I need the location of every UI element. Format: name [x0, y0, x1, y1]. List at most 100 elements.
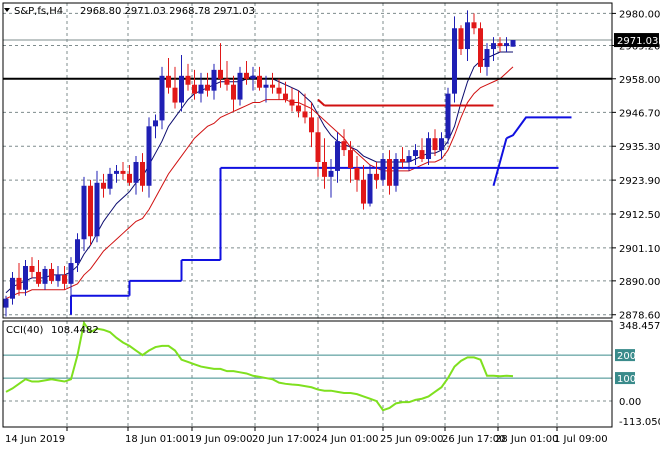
candle-body [75, 239, 80, 264]
candle-body [283, 93, 288, 100]
price-tick-label: 2923.90 [619, 176, 660, 187]
candle-body [465, 22, 470, 50]
candle-body [244, 72, 249, 79]
cci-panel-frame [2, 320, 613, 428]
candle-body [237, 72, 243, 100]
cci-header: CCI(40) 108.4482 [6, 325, 99, 336]
price-tick-label: 2878.60 [619, 311, 660, 322]
candle-body [153, 120, 158, 127]
candle-body [419, 150, 425, 160]
time-tick-label: 28 Jun 01:00 [495, 434, 559, 445]
price-tick-label: 2946.70 [619, 108, 660, 119]
candle-body [55, 274, 61, 281]
candle-body [140, 161, 145, 186]
candle-body [328, 170, 334, 177]
cci-level-badge [615, 372, 635, 385]
price-tick-label: 2935.30 [619, 142, 660, 153]
candle-body [458, 28, 464, 50]
candle-body [387, 159, 392, 186]
candle-body [367, 173, 373, 204]
cci-tick-label: -113.0508 [619, 417, 660, 428]
candle-body [146, 126, 152, 186]
slow-ma-line [5, 66, 514, 300]
candle-body [68, 263, 74, 284]
candle-body [497, 43, 503, 47]
cci-label: CCI(40) [6, 325, 44, 336]
price-tick-label: 2901.10 [619, 244, 660, 255]
cci-series [5, 320, 514, 412]
candle-body [289, 99, 295, 106]
time-tick-label: 26 Jun 17:00 [442, 434, 506, 445]
candle-body [3, 298, 9, 308]
candle-body [179, 75, 184, 103]
chart-header: S&P,fs,H4 2968.80 2971.03 2968.78 2971.0… [4, 6, 255, 17]
candle-body [36, 271, 41, 284]
candle-body [159, 75, 165, 121]
symbol-title: S&P,fs,H4 [14, 6, 63, 17]
candle-body [211, 69, 217, 91]
candle-body [406, 156, 412, 162]
candle-body [10, 277, 15, 299]
candle-body [484, 49, 490, 67]
candle-body [88, 185, 93, 237]
candle-body [192, 84, 197, 94]
cci-value: 108.4482 [51, 325, 99, 336]
candle-body [426, 138, 431, 160]
candle-body [120, 170, 126, 174]
candle-body [413, 150, 418, 157]
candle-body [276, 87, 282, 94]
candle-body [205, 84, 210, 91]
time-tick-label: 18 Jun 01:00 [125, 434, 189, 445]
candlestick-series [3, 10, 516, 317]
candle-body [335, 141, 340, 171]
price-tick-label: 2958.00 [619, 75, 660, 86]
candle-body [263, 84, 269, 88]
time-tick-label: 19 Jun 09:00 [189, 434, 253, 445]
price-axis-labels: 2980.002969.202958.002946.702935.302923.… [612, 9, 660, 322]
candle-body [185, 75, 191, 85]
candle-body [81, 185, 87, 240]
main-overlays [3, 51, 612, 315]
candle-body [166, 75, 171, 88]
current-price-label: 2971.03 [617, 36, 658, 47]
candle-body [504, 43, 509, 47]
candle-body [250, 75, 256, 79]
cci-level-badge [615, 349, 635, 362]
candle-body [348, 150, 353, 168]
dropdown-triangle-icon[interactable] [4, 8, 10, 12]
time-axis-labels: 14 Jun 2019 18 Jun 01:00 19 Jun 09:00 20 Ju… [5, 427, 608, 445]
candle-body [270, 84, 275, 88]
candle-body [400, 159, 405, 162]
candle-body [302, 111, 308, 118]
candle-body [374, 173, 379, 180]
cci-tick-label: 348.4574 [619, 321, 660, 332]
candle-body [218, 69, 223, 79]
candle-body [101, 182, 106, 189]
candle-body [471, 22, 477, 29]
cci-level-label: 200 [617, 351, 636, 362]
price-tick-label: 2890.00 [619, 277, 660, 288]
cci-panel-grid [3, 321, 612, 427]
candle-body [42, 268, 48, 284]
candle-body [309, 117, 314, 133]
price-tick-label: 2980.00 [619, 9, 660, 20]
candle-body [127, 173, 132, 183]
time-tick-label: 25 Jun 09:00 [380, 434, 444, 445]
candle-body [491, 43, 496, 50]
candle-body [445, 93, 451, 139]
price-tick-label: 2912.50 [619, 210, 660, 221]
candle-body [62, 274, 67, 284]
cci-tick-label: 0.00 [619, 397, 641, 408]
cci-level-label: 100 [617, 374, 636, 385]
candle-body [315, 132, 321, 162]
candle-body [510, 40, 516, 47]
time-tick-label: 1 Jul 09:00 [554, 434, 608, 445]
candle-body [393, 159, 399, 186]
cci-axis-labels: 348.4574 200 100 0.00 -113.0508 [615, 321, 660, 428]
candle-body [296, 105, 301, 112]
trend-segment-a [492, 137, 508, 187]
candle-body [361, 179, 366, 204]
time-tick-label: 24 Jun 01:00 [315, 434, 379, 445]
candle-body [133, 161, 139, 183]
